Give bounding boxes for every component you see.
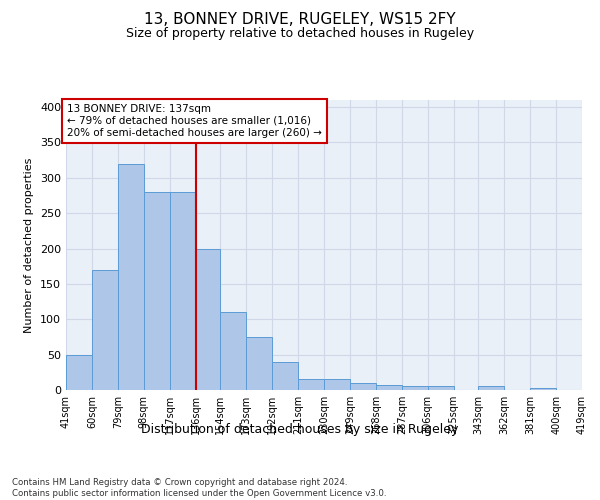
Bar [66,354,92,390]
Bar [272,362,298,390]
Text: 13, BONNEY DRIVE, RUGELEY, WS15 2FY: 13, BONNEY DRIVE, RUGELEY, WS15 2FY [144,12,456,28]
Text: Distribution of detached houses by size in Rugeley: Distribution of detached houses by size … [142,422,458,436]
Text: Contains HM Land Registry data © Crown copyright and database right 2024.
Contai: Contains HM Land Registry data © Crown c… [12,478,386,498]
Bar [220,312,246,390]
Bar [350,383,376,390]
Bar [478,386,504,390]
Bar [376,385,402,390]
Text: Size of property relative to detached houses in Rugeley: Size of property relative to detached ho… [126,28,474,40]
Bar [324,380,350,390]
Bar [428,386,454,390]
Bar [170,192,196,390]
Bar [402,386,428,390]
Bar [118,164,144,390]
Bar [144,192,170,390]
Text: 13 BONNEY DRIVE: 137sqm
← 79% of detached houses are smaller (1,016)
20% of semi: 13 BONNEY DRIVE: 137sqm ← 79% of detache… [67,104,322,138]
Y-axis label: Number of detached properties: Number of detached properties [25,158,34,332]
Bar [530,388,556,390]
Bar [92,270,118,390]
Bar [196,248,220,390]
Bar [246,337,272,390]
Bar [298,380,324,390]
